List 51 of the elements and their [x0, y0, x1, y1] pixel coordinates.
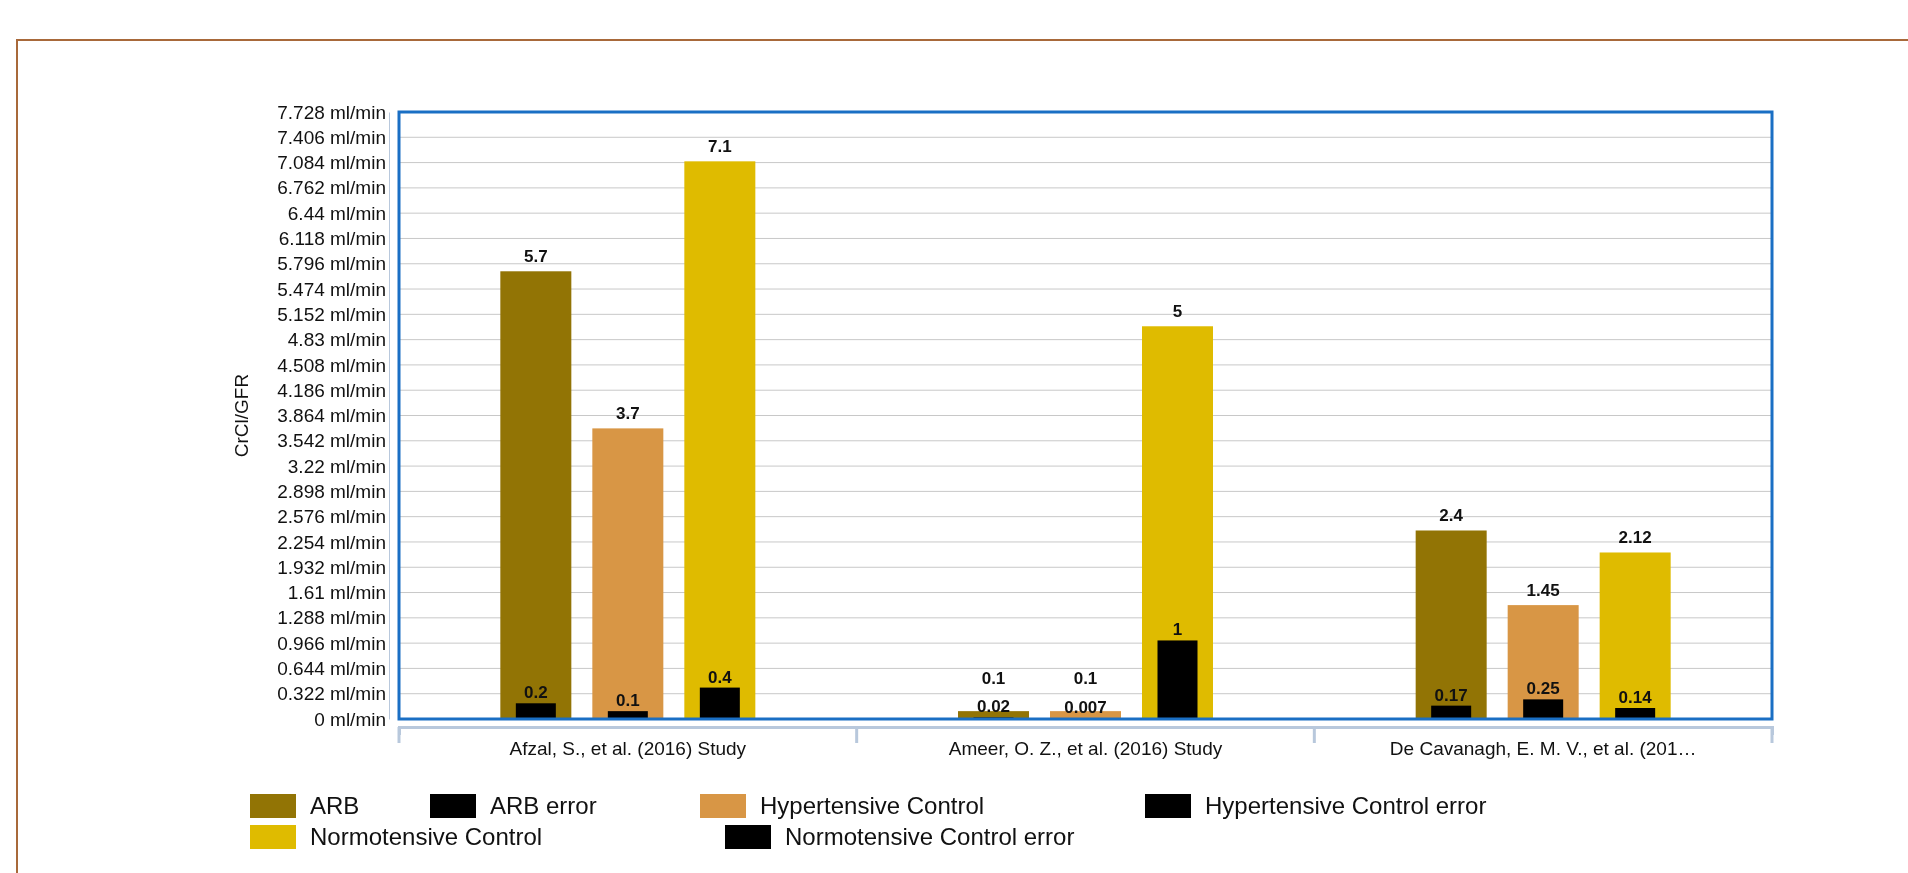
data-label: 0.4 [708, 667, 733, 687]
y-tick-label: 4.508 ml/min [277, 354, 386, 376]
y-tick-label: 3.542 ml/min [277, 430, 386, 452]
y-tick-label: 2.576 ml/min [277, 506, 386, 528]
y-tick-label: 5.796 ml/min [277, 253, 386, 275]
y-tick-label: 4.83 ml/min [287, 329, 386, 351]
y-tick-label: 4.186 ml/min [277, 379, 386, 401]
data-label: 0.1 [1073, 669, 1098, 689]
y-tick-label: 7.084 ml/min [277, 152, 386, 174]
legend-label: ARB [310, 792, 360, 820]
y-tick-label: 2.898 ml/min [277, 480, 386, 502]
data-label: 2.4 [1439, 506, 1464, 526]
y-tick-label: 7.406 ml/min [277, 126, 386, 148]
data-label: 1.45 [1526, 581, 1560, 601]
data-label: 0.14 [1618, 688, 1653, 707]
x-tick-label: Ameer, O. Z., et al. (2016) Study [948, 738, 1223, 760]
legend-label: Normotensive Control [310, 823, 543, 851]
y-tick-label: 7.728 ml/min [277, 101, 386, 123]
data-label: 0.25 [1526, 679, 1560, 699]
data-label: 5 [1172, 302, 1183, 322]
data-label: 5.7 [524, 247, 548, 267]
y-tick-label: 3.22 ml/min [287, 455, 386, 477]
legend-label: Normotensive Control error [785, 823, 1075, 851]
y-tick-label: 6.44 ml/min [287, 202, 386, 224]
y-tick-label: 5.474 ml/min [277, 278, 386, 300]
data-label: 1 [1172, 620, 1183, 640]
y-tick-label: 0 ml/min [314, 708, 386, 730]
legend-label: Hypertensive Control [760, 792, 985, 820]
x-tick-label: Afzal, S., et al. (2016) Study [509, 738, 747, 760]
y-tick-label: 3.864 ml/min [277, 405, 386, 427]
data-label: 2.12 [1618, 528, 1652, 548]
y-tick-label: 0.966 ml/min [277, 632, 386, 654]
y-tick-label: 6.762 ml/min [277, 177, 386, 199]
y-tick-label: 5.152 ml/min [277, 303, 386, 325]
y-tick-label: 1.932 ml/min [277, 556, 386, 578]
y-tick-label: 2.254 ml/min [277, 531, 386, 553]
y-tick-label: 0.644 ml/min [277, 658, 386, 679]
legend-label: ARB error [490, 792, 597, 820]
data-label: 0.17 [1434, 685, 1468, 705]
y-tick-label: 0.322 ml/min [277, 683, 386, 705]
x-tick-label: De Cavanagh, E. M. V., et al. (201… [1389, 738, 1697, 760]
legend-label: Hypertensive Control error [1205, 792, 1487, 820]
y-tick-label: 1.288 ml/min [277, 607, 386, 629]
y-tick-label: 1.61 ml/min [287, 582, 386, 604]
y-tick-label: 6.118 ml/min [278, 228, 386, 250]
data-label: 0.1 [981, 669, 1006, 689]
data-label: 0.1 [616, 691, 640, 711]
data-label: 7.1 [708, 137, 732, 157]
y-axis-title: CrCl/GFR [231, 373, 252, 458]
data-label: 3.7 [616, 404, 640, 424]
data-label: 0.2 [524, 683, 548, 703]
